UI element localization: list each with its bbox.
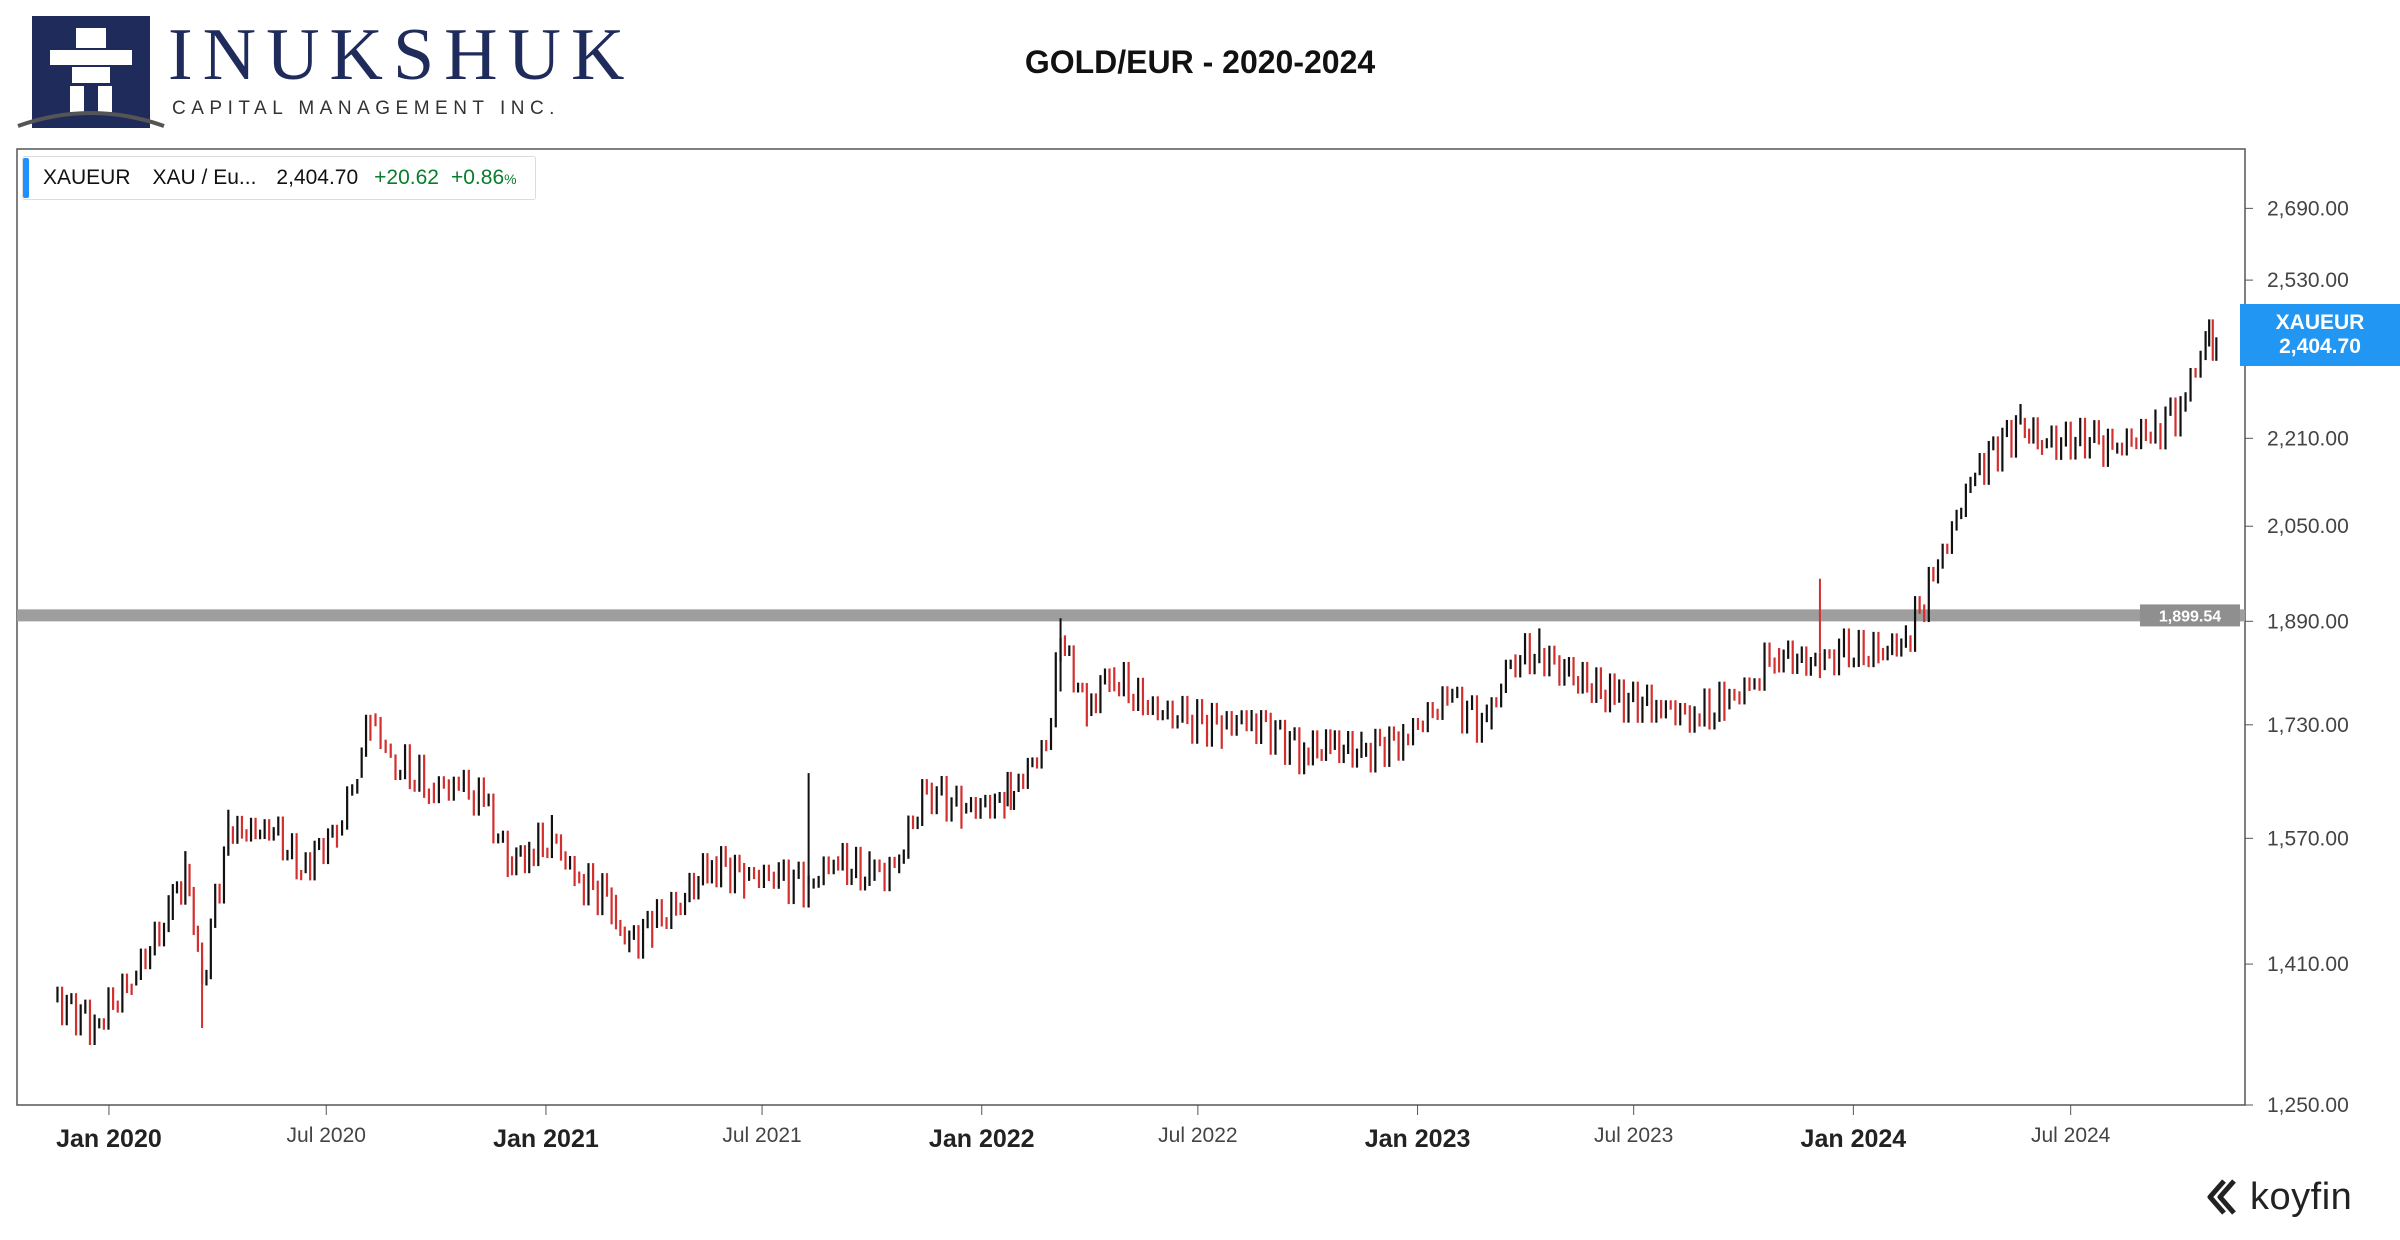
inukshuk-logo-icon xyxy=(17,16,165,128)
legend-change-pct: +0.86% xyxy=(450,166,517,189)
koyfin-logo-icon xyxy=(2207,1179,2236,1215)
koyfin-branding: koyfin xyxy=(2204,1172,2352,1222)
legend-ticker: XAUEUR xyxy=(43,166,131,189)
logo-wordmark: INUKSHUK xyxy=(168,14,635,96)
x-tick-label: Jan 2024 xyxy=(1801,1125,1907,1153)
x-tick-label: Jul 2020 xyxy=(287,1124,366,1147)
y-tick-label: 2,210.00 xyxy=(2267,427,2349,450)
x-tick-label: Jul 2023 xyxy=(1594,1124,1673,1147)
x-tick-label: Jan 2022 xyxy=(929,1125,1035,1153)
series-legend[interactable]: XAUEUR XAU / Eu... 2,404.70 +20.62 +0.86… xyxy=(22,156,536,200)
y-tick-label: 1,730.00 xyxy=(2267,714,2349,737)
price-tag-value: 2,404.70 xyxy=(2279,335,2361,358)
legend-series-name: XAU / Eu... xyxy=(152,166,257,189)
price-tag-ticker: XAUEUR xyxy=(2275,311,2365,334)
y-tick-label: 2,530.00 xyxy=(2267,269,2349,292)
x-tick-label: Jul 2021 xyxy=(722,1124,801,1147)
y-tick-label: 1,890.00 xyxy=(2267,610,2349,633)
inukshuk-logo: INUKSHUK CAPITAL MANAGEMENT INC. xyxy=(16,14,624,132)
x-tick-label: Jan 2021 xyxy=(493,1125,599,1153)
x-tick-label: Jul 2024 xyxy=(2031,1124,2111,1147)
logo-subtitle: CAPITAL MANAGEMENT INC. xyxy=(172,98,560,119)
x-tick-label: Jul 2022 xyxy=(1158,1124,1237,1147)
legend-last-price: 2,404.70 xyxy=(276,166,359,189)
level-line-label: 1,899.54 xyxy=(2159,608,2221,625)
koyfin-wordmark: koyfin xyxy=(2250,1175,2353,1218)
plot-frame xyxy=(16,148,2246,1106)
y-tick-label: 2,690.00 xyxy=(2267,197,2349,220)
y-tick-label: 2,050.00 xyxy=(2267,515,2349,538)
series-color-marker xyxy=(23,158,29,198)
y-tick-label: 1,570.00 xyxy=(2267,827,2349,850)
y-tick-label: 1,250.00 xyxy=(2267,1094,2349,1117)
chart-title: GOLD/EUR - 2020-2024 xyxy=(1024,44,1376,80)
y-tick-label: 1,410.00 xyxy=(2267,953,2349,976)
level-line-label-bg xyxy=(2140,604,2240,627)
x-tick-label: Jan 2020 xyxy=(56,1125,162,1153)
x-tick-label: Jan 2023 xyxy=(1365,1125,1471,1153)
legend-change: +20.62 xyxy=(374,166,439,189)
last-price-tag: XAUEUR 2,404.70 xyxy=(2240,304,2400,366)
